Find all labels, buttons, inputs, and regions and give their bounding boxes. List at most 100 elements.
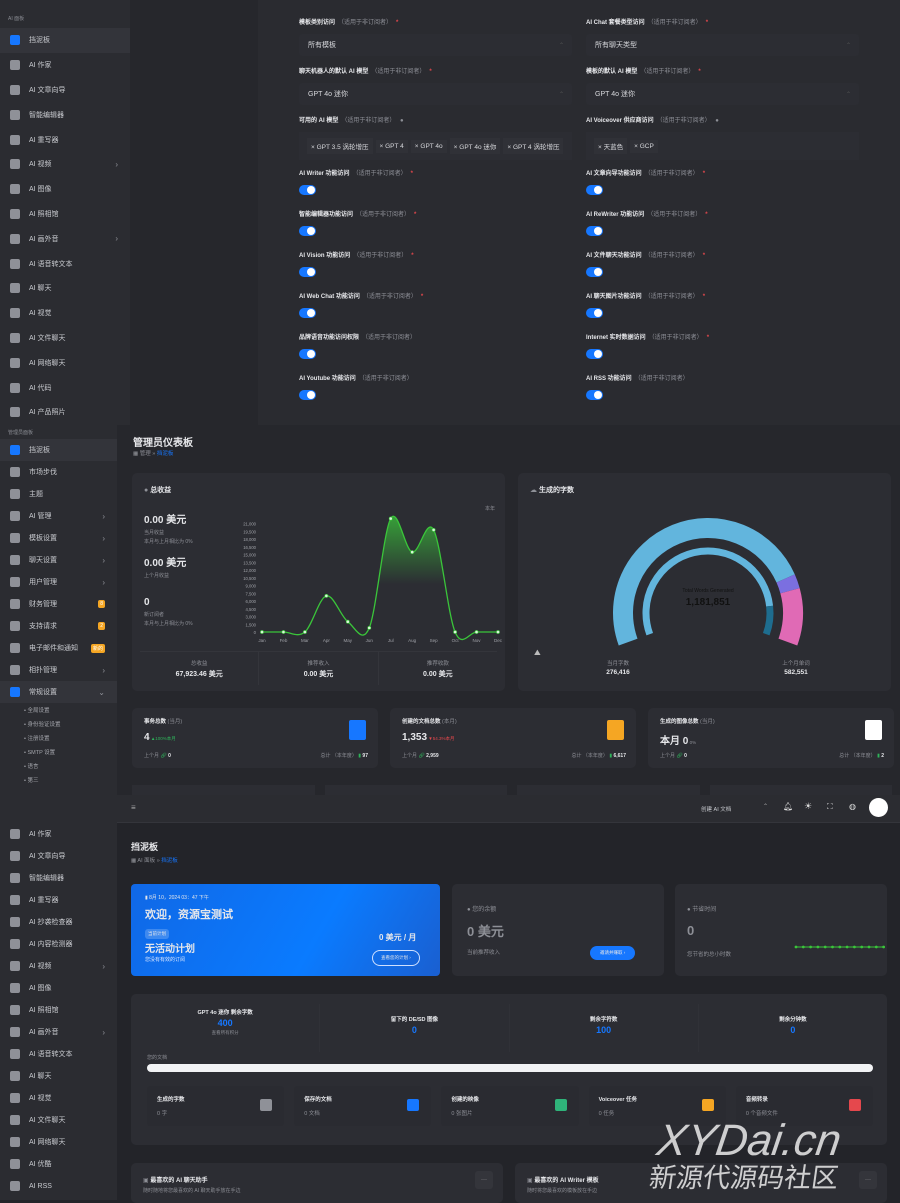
- sidebar-item[interactable]: 用户管理 ›: [0, 571, 117, 593]
- sidebar-item[interactable]: 聊天设置 ›: [0, 549, 117, 571]
- sidebar-item[interactable]: AI 聊天: [0, 276, 130, 301]
- sidebar-item[interactable]: 财务管理 8: [0, 593, 117, 615]
- breadcrumb-link[interactable]: 管理: [139, 451, 151, 457]
- sidebar-subitem[interactable]: • SMTP 设置: [24, 750, 56, 756]
- sidebar-item[interactable]: AI 画外音 ›: [0, 226, 130, 251]
- invite-earn-button[interactable]: 邀请并赚取 ›: [590, 946, 636, 960]
- sidebar-subitem[interactable]: • 身份验证设置: [24, 722, 61, 728]
- chevron-up-icon[interactable]: ⌃: [763, 804, 769, 810]
- select-dropdown[interactable]: GPT 4o 迷你: [299, 83, 572, 105]
- sidebar-subitem[interactable]: • 第三: [24, 778, 39, 784]
- toggle-switch[interactable]: [586, 390, 603, 400]
- sidebar-item[interactable]: AI 内容检测器: [0, 933, 117, 955]
- required-marker: *: [706, 335, 710, 341]
- range-select[interactable]: 本年: [484, 506, 495, 512]
- sidebar-item[interactable]: AI 网络聊天: [0, 350, 130, 375]
- sidebar-item[interactable]: AI 文章向导: [0, 845, 117, 867]
- sidebar-subitem[interactable]: • 注册设置: [24, 736, 50, 742]
- fullscreen-icon[interactable]: ⛶: [827, 802, 833, 811]
- sidebar-item[interactable]: AI 视频 ›: [0, 152, 130, 177]
- stat-total: 总计 （本年度） ▮ 6,617: [572, 752, 626, 759]
- page-title: 管理员仪表板: [133, 438, 193, 449]
- sun-icon[interactable]: ☀: [804, 801, 813, 811]
- sidebar-item[interactable]: AI 聊天: [0, 1065, 117, 1087]
- sidebar-item[interactable]: 模板设置 ›: [0, 527, 117, 549]
- breadcrumb-link[interactable]: AI 面板: [137, 858, 156, 864]
- sidebar-item[interactable]: AI 代码: [0, 375, 130, 400]
- view-credits-link[interactable]: 查看所有积分: [211, 1030, 239, 1035]
- sidebar-subitem[interactable]: • 全局设置: [24, 708, 50, 714]
- tag-chip[interactable]: × GPT 3.5 涡轮增压: [307, 138, 373, 154]
- sidebar-item[interactable]: 市场步伐: [0, 461, 117, 483]
- sidebar-item[interactable]: AI 画外音 ›: [0, 1021, 117, 1043]
- toggle-switch[interactable]: [299, 267, 316, 277]
- bell-icon[interactable]: 🔔︎: [783, 802, 794, 811]
- sidebar-item[interactable]: AI 视觉: [0, 301, 130, 326]
- toggle-switch[interactable]: [299, 185, 316, 195]
- tag-chip[interactable]: × GPT 4o 迷你: [449, 138, 501, 154]
- sidebar-item[interactable]: 智能编辑器: [0, 102, 130, 127]
- sidebar-subitem[interactable]: • 语言: [24, 764, 39, 770]
- sidebar-item[interactable]: AI 文件聊天: [0, 326, 130, 351]
- more-options-button[interactable]: ···: [475, 1171, 493, 1189]
- select-dropdown[interactable]: 所有聊天类型: [586, 34, 859, 56]
- multi-select[interactable]: × GPT 3.5 涡轮增压 × GPT 4 × GPT 4o × GPT 4o 迷你…: [299, 132, 572, 160]
- sidebar-item[interactable]: 挡泥板: [0, 28, 130, 53]
- toggle-switch[interactable]: [299, 226, 316, 236]
- sidebar-item[interactable]: AI 产品照片: [0, 400, 130, 425]
- toggle-switch[interactable]: [586, 349, 603, 359]
- sidebar-item[interactable]: 挡泥板: [0, 439, 117, 461]
- toggle-switch[interactable]: [586, 185, 603, 195]
- sidebar-item[interactable]: AI 网络聊天: [0, 1131, 117, 1153]
- sidebar-item[interactable]: AI 视觉: [0, 1087, 117, 1109]
- menu-toggle-icon[interactable]: ≡: [131, 803, 136, 812]
- toggle-switch[interactable]: [299, 308, 316, 318]
- view-plan-button[interactable]: 查看您的计划 ›: [372, 950, 420, 966]
- tag-chip[interactable]: × GCP: [630, 139, 658, 153]
- tag-chip[interactable]: × GPT 4: [375, 139, 408, 153]
- sidebar-item[interactable]: AI 视频 ›: [0, 955, 117, 977]
- sidebar-item[interactable]: 智能编辑器: [0, 867, 117, 889]
- sidebar-item-label: 电子邮件和通知: [29, 645, 78, 652]
- select-dropdown[interactable]: 所有模板: [299, 34, 572, 56]
- tag-chip[interactable]: × GPT 4o: [410, 139, 447, 153]
- tag-chip[interactable]: × 天蓝色: [594, 138, 628, 154]
- sidebar-item[interactable]: AI 作家: [0, 823, 117, 845]
- sidebar-item[interactable]: AI 重写器: [0, 889, 117, 911]
- sidebar-item[interactable]: AI 作家: [0, 53, 130, 78]
- form-field: 聊天机器人的默认 AI 模型 （适用于非订阅者） * GPT 4o 迷你: [299, 66, 572, 115]
- sidebar-item[interactable]: AI 照相馆: [0, 999, 117, 1021]
- toggle-switch[interactable]: [299, 349, 316, 359]
- field-label: AI Chat 套餐类型访问 （适用于非订阅者） *: [586, 17, 859, 26]
- avatar[interactable]: [869, 798, 888, 817]
- language-globe-icon[interactable]: ◍: [849, 802, 856, 811]
- sidebar-item[interactable]: 电子邮件和通知 新的: [0, 637, 117, 659]
- sidebar-item[interactable]: AI 语音转文本: [0, 251, 130, 276]
- sidebar-item[interactable]: AI 抄袭检查器: [0, 911, 117, 933]
- sidebar-item[interactable]: AI 图像: [0, 177, 130, 202]
- sidebar-item[interactable]: 主题: [0, 483, 117, 505]
- sidebar-item[interactable]: AI 优酷: [0, 1153, 117, 1175]
- toggle-switch[interactable]: [586, 267, 603, 277]
- sidebar-item[interactable]: AI RSS: [0, 1175, 117, 1197]
- more-options-button[interactable]: ···: [859, 1171, 877, 1189]
- toggle-switch[interactable]: [586, 226, 603, 236]
- multi-select[interactable]: × 天蓝色 × GCP: [586, 132, 859, 160]
- toggle-switch[interactable]: [299, 390, 316, 400]
- sidebar-item[interactable]: AI 图像: [0, 977, 117, 999]
- sidebar-item[interactable]: AI 重写器: [0, 127, 130, 152]
- sidebar-item[interactable]: 相扑管理 ›: [0, 659, 117, 681]
- sidebar-item[interactable]: AI 文章向导: [0, 78, 130, 103]
- sidebar-item[interactable]: 常规设置 ⌄: [0, 681, 117, 703]
- select-dropdown[interactable]: GPT 4o 迷你: [586, 83, 859, 105]
- create-document-button[interactable]: 创建 AI 文档: [701, 807, 732, 813]
- sidebar-item[interactable]: AI 语音转文本: [0, 1043, 117, 1065]
- sidebar-item[interactable]: AI 管理 ›: [0, 505, 117, 527]
- total-value: 2: [879, 753, 884, 759]
- sidebar-item[interactable]: AI 照相馆: [0, 202, 130, 227]
- tag-chip[interactable]: × GPT 4 涡轮增压: [503, 138, 564, 154]
- toggle-switch[interactable]: [586, 308, 603, 318]
- sidebar-item[interactable]: 支持请求 2: [0, 615, 117, 637]
- sparkline-point: [845, 945, 849, 949]
- sidebar-item[interactable]: AI 文件聊天: [0, 1109, 117, 1131]
